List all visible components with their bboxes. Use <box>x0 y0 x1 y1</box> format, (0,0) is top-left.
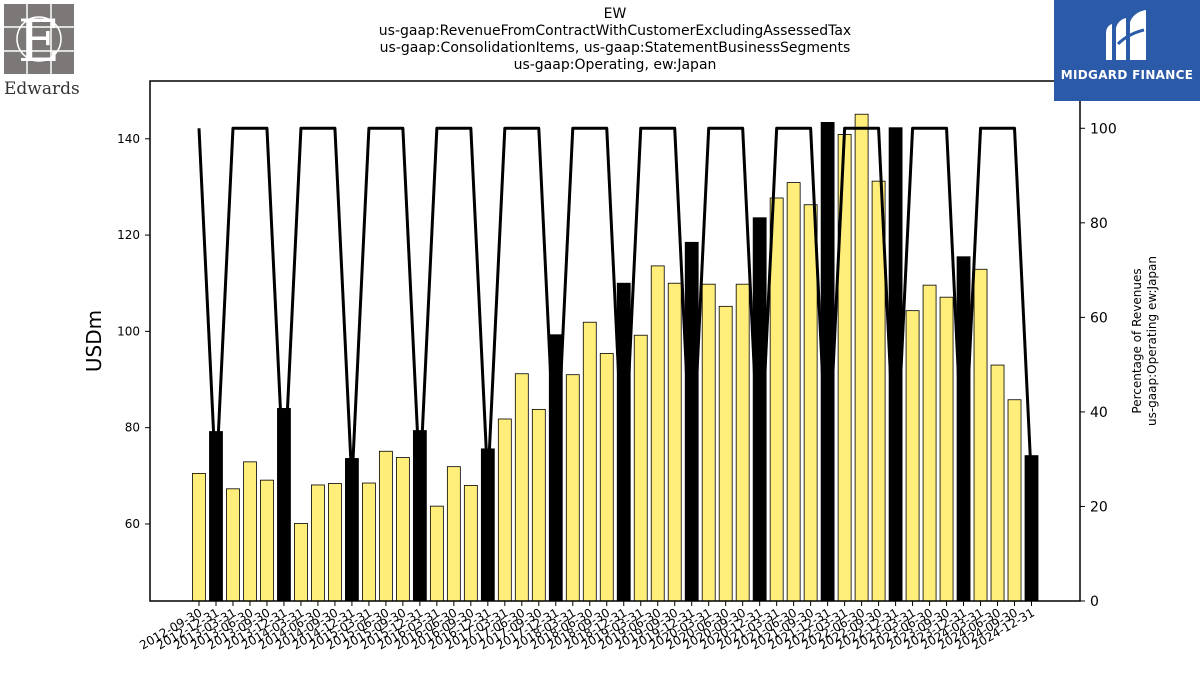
bar-quarter <box>429 505 444 602</box>
chart-title: EW us-gaap:RevenueFromContractWithCustom… <box>0 6 1200 74</box>
edwards-logo: E Edwards <box>4 4 80 100</box>
title-line-ticker: EW <box>603 6 627 22</box>
bar-quarter <box>769 197 784 602</box>
y2-axis-label-line1: Percentage of Revenues <box>1130 268 1144 413</box>
bar-quarter <box>311 484 325 602</box>
bar-quarter <box>395 457 410 602</box>
bar-quarter <box>905 310 920 602</box>
bar-quarter <box>446 466 461 602</box>
bar-quarter <box>192 473 206 602</box>
y-axis-left: 60 80 100 120 140 <box>117 132 150 531</box>
bar-quarter <box>939 296 954 602</box>
bar-quarter <box>226 488 240 602</box>
bar-quarter <box>633 334 648 602</box>
plot-frame <box>149 80 1081 602</box>
bar-quarter <box>922 284 937 602</box>
bar-quarter <box>990 364 1005 602</box>
bar-quarter <box>718 305 733 602</box>
bar-quarter <box>599 353 614 602</box>
bar-quarter <box>854 113 869 602</box>
midgard-brand-name: MIDGARD FINANCE <box>1060 68 1194 82</box>
y-tick-label: 140 <box>117 132 140 146</box>
bar-quarter <box>701 283 716 602</box>
bar-quarter <box>294 523 308 602</box>
bar-quarter <box>786 182 801 602</box>
bar-annual <box>684 241 699 602</box>
bar-annual <box>956 256 971 602</box>
bar-quarter <box>378 450 393 602</box>
bar-quarter <box>667 282 682 602</box>
bar-annual <box>277 408 291 602</box>
bar-quarter <box>463 485 478 602</box>
bar-quarter <box>328 483 342 602</box>
y2-tick-label: 20 <box>1090 499 1108 515</box>
bar-quarter <box>514 373 529 602</box>
bar-quarter <box>582 321 597 602</box>
edwards-wordmark: Edwards <box>4 79 80 99</box>
y2-tick-label: 0 <box>1090 594 1099 610</box>
y2-tick-label: 40 <box>1090 405 1108 421</box>
bar-quarter <box>735 283 750 602</box>
y2-tick-label: 60 <box>1090 310 1108 326</box>
y-tick-label: 100 <box>117 324 140 338</box>
midgard-emblem-icon <box>1106 10 1146 60</box>
bar-quarter <box>565 374 580 602</box>
bar-quarter <box>531 408 546 602</box>
monogram-letter: E <box>18 7 60 75</box>
y-tick-label: 80 <box>125 421 140 435</box>
title-line-members: us-gaap:Operating, ew:Japan <box>513 57 717 73</box>
bar-quarter <box>497 418 512 602</box>
bar-quarter <box>260 479 274 602</box>
midgard-finance-logo: MIDGARD FINANCE <box>1054 0 1200 101</box>
y-tick-label: 120 <box>117 228 140 242</box>
y2-axis-label-line2: us-gaap:Operating ew:Japan <box>1145 256 1159 426</box>
bar-quarter <box>803 204 818 602</box>
y-axis-label: USDm <box>82 310 106 372</box>
x-axis: 2012-09-302012-12-312013-03-312013-06-30… <box>137 601 1037 652</box>
percentage-line-series <box>197 126 1034 485</box>
y2-tick-label: 100 <box>1090 121 1117 137</box>
y2-tick-label: 80 <box>1090 216 1108 232</box>
bar-quarter <box>243 461 257 602</box>
title-line-axes: us-gaap:ConsolidationItems, us-gaap:Stat… <box>379 40 851 56</box>
bar-quarter <box>650 265 665 602</box>
bar-annual <box>616 282 631 602</box>
title-line-concept: us-gaap:RevenueFromContractWithCustomerE… <box>378 23 852 39</box>
bar-quarter <box>1007 399 1022 602</box>
y-axis-right: 0 20 40 60 80 100 <box>1080 121 1117 610</box>
bar-quarter <box>361 482 376 602</box>
edwards-monogram-icon: E <box>4 4 74 75</box>
bar-quarter <box>973 268 988 602</box>
percentage-line <box>197 126 1034 485</box>
y-tick-label: 60 <box>125 517 140 531</box>
